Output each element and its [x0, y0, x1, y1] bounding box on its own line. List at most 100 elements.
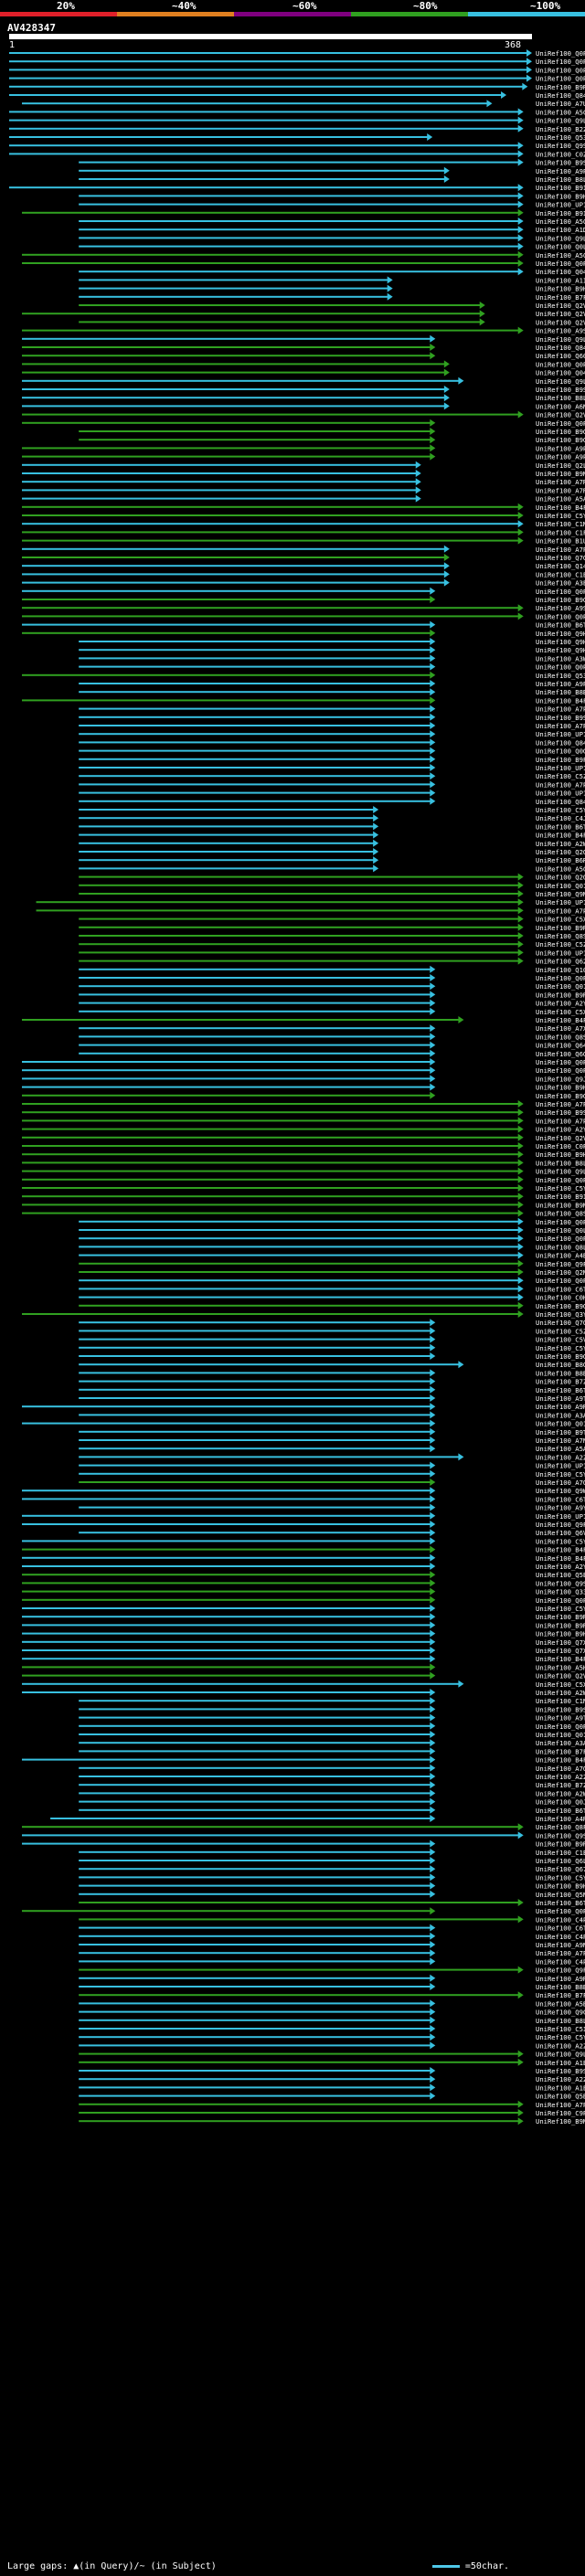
hit-label[interactable]: UniRef100_B9RE35: [536, 924, 585, 932]
hit-label[interactable]: UniRef100_B9S2H1: [536, 159, 585, 167]
hit-label[interactable]: UniRef100_Q3YQG2: [536, 1310, 585, 1319]
hit-label[interactable]: UniRef100_B9MUP9: [536, 470, 585, 478]
hit-label[interactable]: UniRef100_B9I1S9: [536, 184, 585, 192]
hit-label[interactable]: UniRef100_A2WCQ2: [536, 1789, 585, 1797]
hit-label[interactable]: UniRef100_UP1000...: [536, 898, 585, 906]
hit-label[interactable]: UniRef100_A7XPU0: [536, 1024, 585, 1033]
hit-label[interactable]: UniRef100_B6T8B0: [536, 1899, 585, 1907]
hit-label[interactable]: UniRef100_Q0PJJ2: [536, 1277, 585, 1285]
hit-label[interactable]: UniRef100_Q9JQS2: [536, 1075, 585, 1083]
hit-label[interactable]: UniRef100_Q2V6Q9: [536, 318, 585, 326]
hit-label[interactable]: UniRef100_B9GYL5: [536, 428, 585, 436]
hit-label[interactable]: UniRef100_Q2V9C4: [536, 310, 585, 318]
hit-label[interactable]: UniRef100_B9SVU4: [536, 1108, 585, 1117]
hit-label[interactable]: UniRef100_Q2Q6Z3: [536, 848, 585, 856]
hit-label[interactable]: UniRef100_A4BYK1: [536, 1252, 585, 1260]
hit-label[interactable]: UniRef100_A1IWZ3: [536, 276, 585, 284]
hit-label[interactable]: UniRef100_B9GIV0: [536, 1092, 585, 1100]
hit-label[interactable]: UniRef100_A9P1L7: [536, 453, 585, 461]
hit-label[interactable]: UniRef100_Q53ND9: [536, 672, 585, 680]
hit-label[interactable]: UniRef100_C5Z9G4: [536, 772, 585, 780]
hit-label[interactable]: UniRef100_Q10BV2: [536, 966, 585, 974]
hit-label[interactable]: UniRef100_B4FAA8: [536, 1016, 585, 1024]
hit-label[interactable]: UniRef100_A9TL36: [536, 1394, 585, 1403]
hit-label[interactable]: UniRef100_A2ZWE8: [536, 1773, 585, 1781]
hit-label[interactable]: UniRef100_C1N2S5: [536, 1697, 585, 1705]
hit-label[interactable]: UniRef100_B6RKA2: [536, 856, 585, 864]
hit-label[interactable]: UniRef100_B9IGS9: [536, 1193, 585, 1201]
hit-label[interactable]: UniRef100_Q9C773: [536, 2009, 585, 2017]
hit-label[interactable]: UniRef100_Q0J805: [536, 1798, 585, 1807]
hit-label[interactable]: UniRef100_Q84PQ6: [536, 798, 585, 806]
hit-label[interactable]: UniRef100_A3AYL8: [536, 1411, 585, 1419]
hit-label[interactable]: UniRef100_C4PU05: [536, 1957, 585, 1966]
hit-label[interactable]: UniRef100_Q675E6: [536, 1865, 585, 1873]
hit-label[interactable]: UniRef100_B8LR04: [536, 394, 585, 402]
hit-label[interactable]: UniRef100_UP1000...: [536, 1462, 585, 1470]
hit-label[interactable]: UniRef100_B4FL16: [536, 1546, 585, 1554]
hit-label[interactable]: UniRef100_Q0PJE8: [536, 1723, 585, 1731]
hit-label[interactable]: UniRef100_C5YH42: [536, 1470, 585, 1479]
hit-label[interactable]: UniRef100_B9HPT3: [536, 1150, 585, 1159]
hit-label[interactable]: UniRef100_C4J012: [536, 814, 585, 822]
hit-label[interactable]: UniRef100_C5Z3W0: [536, 940, 585, 949]
hit-label[interactable]: UniRef100_Q8S9M7: [536, 932, 585, 940]
hit-label[interactable]: UniRef100_Q0PJJ6: [536, 419, 585, 428]
hit-label[interactable]: UniRef100_A5C6C1: [536, 251, 585, 260]
hit-label[interactable]: UniRef100_Q9HVC5: [536, 638, 585, 646]
hit-label[interactable]: UniRef100_Q0PJ14: [536, 360, 585, 368]
hit-label[interactable]: UniRef100_Q2LMD7: [536, 461, 585, 470]
hit-label[interactable]: UniRef100_Q9FIL9: [536, 1260, 585, 1268]
hit-label[interactable]: UniRef100_A7PSF3: [536, 906, 585, 915]
hit-label[interactable]: UniRef100_Q84PW0: [536, 738, 585, 747]
hit-label[interactable]: UniRef100_C5XLY6: [536, 1008, 585, 1016]
hit-label[interactable]: UniRef100_Q8SBW6: [536, 1033, 585, 1041]
hit-label[interactable]: UniRef100_A9TDE0: [536, 1714, 585, 1723]
hit-label[interactable]: UniRef100_B7F1R7: [536, 1991, 585, 1999]
hit-label[interactable]: UniRef100_C1E145: [536, 570, 585, 578]
hit-label[interactable]: UniRef100_A5C631: [536, 217, 585, 226]
hit-label[interactable]: UniRef100_Q62DP0: [536, 958, 585, 966]
hit-label[interactable]: UniRef100_C6T904: [536, 1924, 585, 1933]
hit-label[interactable]: UniRef100_Q7QXE3: [536, 1319, 585, 1327]
hit-label[interactable]: UniRef100_Q0PJG0: [536, 1218, 585, 1226]
hit-label[interactable]: UniRef100_A4RUH9: [536, 1815, 585, 1823]
hit-label[interactable]: UniRef100_Q9S7N6: [536, 142, 585, 150]
hit-label[interactable]: UniRef100_Q0PJL3: [536, 588, 585, 596]
hit-label[interactable]: UniRef100_A2WSB0: [536, 840, 585, 848]
hit-label[interactable]: UniRef100_B6TGL0: [536, 1807, 585, 1815]
hit-label[interactable]: UniRef100_Q01XX3: [536, 1420, 585, 1428]
hit-label[interactable]: UniRef100_A9PGK2: [536, 167, 585, 175]
hit-label[interactable]: UniRef100_C0HIH3: [536, 1294, 585, 1302]
hit-label[interactable]: UniRef100_B9RGN1: [536, 1840, 585, 1849]
hit-label[interactable]: UniRef100_A5AF55: [536, 1445, 585, 1453]
hit-label[interactable]: UniRef100_C1E515: [536, 1849, 585, 1857]
hit-label[interactable]: UniRef100_A9P063: [536, 680, 585, 688]
hit-label[interactable]: UniRef100_B9SAV2: [536, 714, 585, 722]
hit-label[interactable]: UniRef100_A3WLL8: [536, 654, 585, 663]
hit-label[interactable]: UniRef100_Q7XC51: [536, 1647, 585, 1655]
hit-label[interactable]: UniRef100_Q0PJI1: [536, 66, 585, 74]
hit-label[interactable]: UniRef100_UP1000...: [536, 730, 585, 738]
hit-label[interactable]: UniRef100_A1EDV2: [536, 2059, 585, 2067]
hit-label[interactable]: UniRef100_B2ZZJ3: [536, 125, 585, 133]
hit-label[interactable]: UniRef100_C1FDV3: [536, 528, 585, 536]
hit-label[interactable]: UniRef100_Q9S8I9: [536, 1831, 585, 1839]
hit-label[interactable]: UniRef100_C5Y9W1: [536, 2033, 585, 2041]
hit-label[interactable]: UniRef100_A3EJL8: [536, 579, 585, 588]
hit-label[interactable]: UniRef100_A7P740: [536, 546, 585, 554]
hit-label[interactable]: UniRef100_Q0PSF4: [536, 1176, 585, 1184]
hit-label[interactable]: UniRef100_B9HLU9: [536, 285, 585, 293]
hit-label[interactable]: UniRef100_B9GK63: [536, 1352, 585, 1361]
hit-label[interactable]: UniRef100_A7NY05: [536, 1436, 585, 1445]
hit-label[interactable]: UniRef100_B4FX82: [536, 1756, 585, 1765]
hit-label[interactable]: UniRef100_B4FCR2: [536, 1655, 585, 1663]
hit-label[interactable]: UniRef100_A5C1Q1: [536, 864, 585, 873]
hit-label[interactable]: UniRef100_Q2MJS0: [536, 1268, 585, 1277]
hit-label[interactable]: UniRef100_B4FMD2: [536, 696, 585, 705]
hit-label[interactable]: UniRef100_C5Y9W4: [536, 1184, 585, 1193]
hit-label[interactable]: UniRef100_C9PFJ9: [536, 2109, 585, 2117]
hit-label[interactable]: UniRef100_C5Y7A3: [536, 512, 585, 520]
hit-label[interactable]: UniRef100_A2Z050: [536, 1453, 585, 1461]
hit-label[interactable]: UniRef100_B8G924: [536, 1361, 585, 1369]
